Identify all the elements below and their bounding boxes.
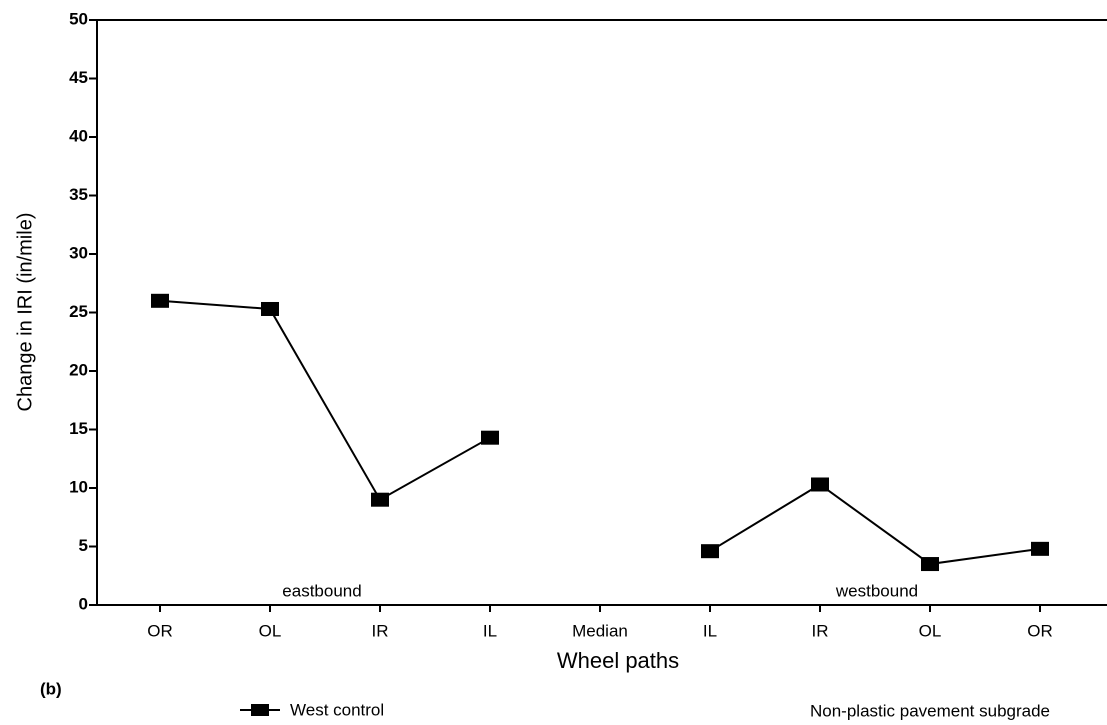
legend-marker <box>251 704 269 716</box>
x-tick-label: OL <box>259 621 282 640</box>
series-line <box>159 299 1041 566</box>
annotation: eastbound <box>282 581 361 600</box>
y-tick-label: 40 <box>69 126 88 145</box>
data-point <box>701 544 719 559</box>
y-tick-label: 20 <box>69 360 88 379</box>
data-point <box>261 301 279 316</box>
data-point <box>811 477 829 492</box>
data-point <box>921 557 939 572</box>
x-tick-label: OR <box>147 621 173 640</box>
x-tick-label: IL <box>483 621 497 640</box>
y-tick-label: 25 <box>69 302 88 321</box>
y-tick-label: 35 <box>69 185 88 204</box>
y-tick-label: 30 <box>69 243 88 262</box>
x-tick-label: OL <box>919 621 942 640</box>
x-tick-label: IR <box>812 621 829 640</box>
y-axis-label: Change in IRI (in/mile) <box>14 213 36 412</box>
x-tick-label: Median <box>572 621 628 640</box>
data-point <box>151 293 169 308</box>
x-tick-label: IR <box>372 621 389 640</box>
y-tick-label: 50 <box>69 9 88 28</box>
data-point <box>1031 541 1049 556</box>
x-tick-label: IL <box>703 621 717 640</box>
y-tick-label: 0 <box>79 594 88 613</box>
panel-label: (b) <box>40 679 62 698</box>
y-tick-label: 10 <box>69 477 88 496</box>
y-tick-label: 15 <box>69 419 88 438</box>
annotation: westbound <box>835 581 918 600</box>
data-point <box>481 430 499 445</box>
data-point <box>371 492 389 507</box>
legend-label: West control <box>290 700 384 719</box>
y-tick-label: 5 <box>79 536 88 555</box>
note: Non-plastic pavement subgrade <box>810 701 1050 720</box>
x-tick-label: OR <box>1027 621 1053 640</box>
x-axis-label: Wheel paths <box>557 648 679 673</box>
y-tick-label: 45 <box>69 68 88 87</box>
